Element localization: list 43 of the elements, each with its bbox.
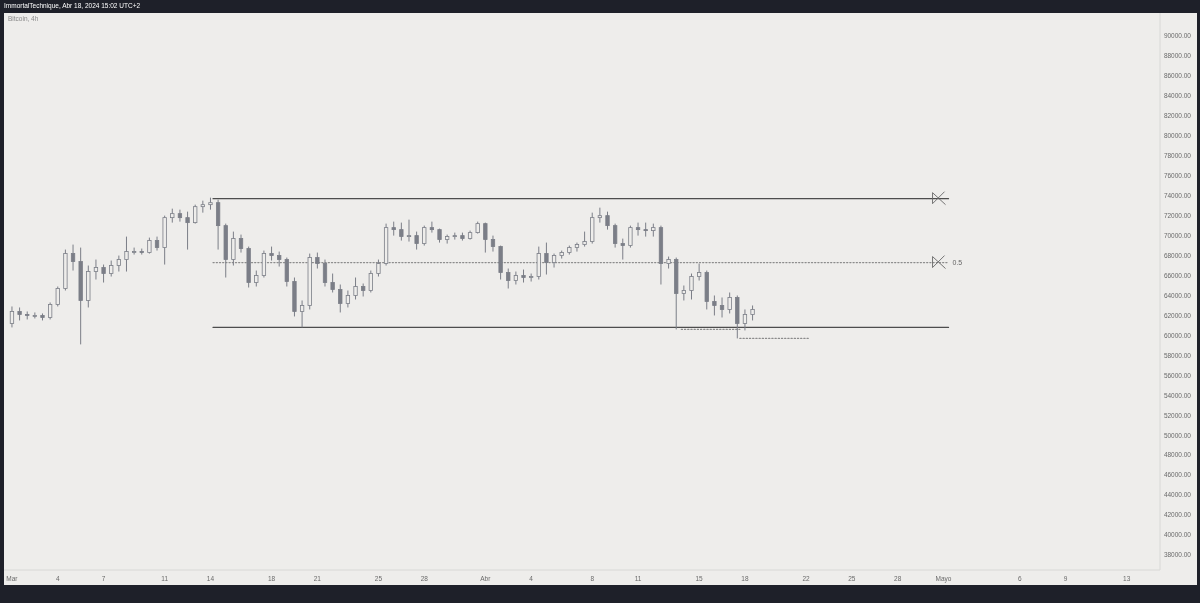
candlestick	[185, 211, 190, 251]
candlestick	[597, 207, 602, 224]
candlestick	[590, 212, 595, 245]
candlestick	[93, 259, 99, 281]
candlestick	[231, 231, 236, 267]
candlestick	[70, 244, 76, 272]
candlestick	[322, 259, 328, 288]
candlestick	[261, 250, 267, 279]
candlestick	[299, 299, 305, 328]
candlestick	[368, 270, 373, 293]
candlestick	[574, 242, 580, 253]
candlestick	[330, 273, 335, 293]
candlestick	[613, 223, 618, 249]
candlestick	[620, 238, 625, 261]
candlestick	[544, 242, 549, 276]
candlestick	[536, 246, 541, 281]
candlestick	[635, 222, 641, 237]
candlestick	[490, 235, 496, 253]
candlestick	[406, 219, 412, 243]
candlestick	[32, 311, 37, 319]
candlestick	[429, 221, 435, 234]
candlestick	[689, 273, 694, 300]
candlestick	[506, 268, 511, 290]
candlestick	[284, 257, 289, 288]
candlestick	[628, 225, 633, 249]
candlestick	[124, 236, 129, 273]
candlestick	[681, 285, 686, 301]
candlestick	[132, 247, 137, 256]
candlestick	[712, 294, 717, 316]
candlestick	[719, 296, 725, 318]
candlestick	[422, 225, 427, 247]
candlestick	[338, 284, 343, 313]
candlestick	[513, 271, 518, 286]
candlestick	[727, 292, 732, 314]
candlestick	[55, 286, 60, 307]
candlestick	[353, 277, 358, 300]
candlestick	[193, 204, 198, 225]
candlestick	[215, 199, 221, 251]
candlestick	[697, 263, 702, 282]
candlestick	[9, 305, 15, 328]
candlestick	[742, 308, 748, 331]
candlestick	[483, 222, 488, 254]
candlestick	[177, 209, 183, 223]
